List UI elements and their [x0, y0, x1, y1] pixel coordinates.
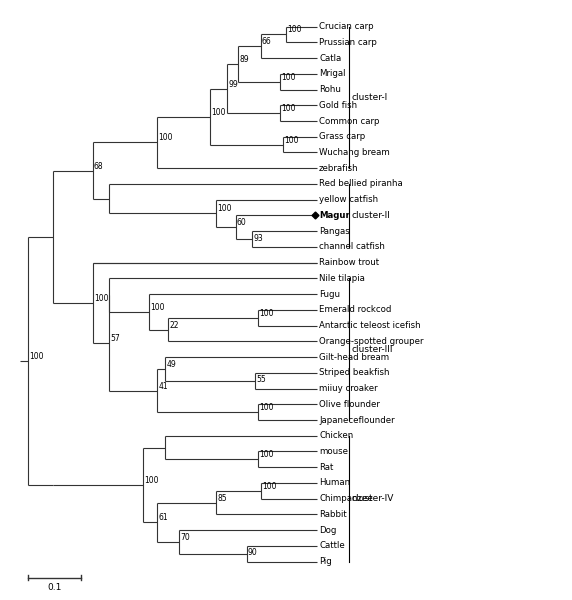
Text: Gilt-head bream: Gilt-head bream: [319, 353, 389, 362]
Text: Emerald rockcod: Emerald rockcod: [319, 305, 391, 314]
Text: Grass carp: Grass carp: [319, 132, 366, 141]
Text: 100: 100: [259, 403, 273, 412]
Text: 55: 55: [256, 375, 266, 384]
Text: 100: 100: [217, 205, 232, 214]
Text: cluster-I: cluster-I: [352, 93, 388, 102]
Text: 61: 61: [158, 514, 168, 523]
Text: Antarctic teleost icefish: Antarctic teleost icefish: [319, 321, 420, 330]
Text: 85: 85: [217, 494, 227, 503]
Text: miiuy croaker: miiuy croaker: [319, 384, 378, 393]
Text: 90: 90: [248, 548, 257, 557]
Text: Magur: Magur: [319, 211, 350, 220]
Text: Japanесeflounder: Japanесeflounder: [319, 416, 395, 425]
Text: Cattle: Cattle: [319, 541, 345, 550]
Text: zebrafish: zebrafish: [319, 164, 359, 173]
Text: channel catfish: channel catfish: [319, 242, 385, 251]
Text: Common carp: Common carp: [319, 116, 380, 125]
Text: Chicken: Chicken: [319, 431, 353, 440]
Text: Red bellied piranha: Red bellied piranha: [319, 179, 403, 188]
Text: Wuchang bream: Wuchang bream: [319, 148, 390, 157]
Text: Orange-spotted grouper: Orange-spotted grouper: [319, 337, 424, 346]
Text: 60: 60: [237, 218, 247, 227]
Text: Gold fish: Gold fish: [319, 101, 357, 110]
Text: 100: 100: [259, 451, 273, 460]
Text: 100: 100: [29, 352, 44, 361]
Text: 0.1: 0.1: [47, 583, 62, 592]
Text: Dog: Dog: [319, 526, 336, 535]
Text: 100: 100: [284, 136, 299, 145]
Text: Prussian carp: Prussian carp: [319, 38, 377, 47]
Text: Nile tilapia: Nile tilapia: [319, 274, 365, 283]
Text: 100: 100: [158, 133, 173, 142]
Text: cluster-II: cluster-II: [352, 211, 391, 220]
Text: Rainbow trout: Rainbow trout: [319, 258, 379, 267]
Text: 100: 100: [94, 294, 108, 303]
Text: cluster-III: cluster-III: [352, 345, 393, 354]
Text: Striped beakfish: Striped beakfish: [319, 368, 390, 377]
Text: cluster-IV: cluster-IV: [352, 494, 394, 503]
Text: 100: 100: [150, 303, 164, 312]
Text: Pig: Pig: [319, 557, 332, 566]
Text: 100: 100: [262, 482, 276, 491]
Text: 66: 66: [262, 37, 272, 46]
Text: 89: 89: [240, 55, 249, 64]
Text: 57: 57: [110, 334, 120, 343]
Text: 99: 99: [228, 80, 238, 89]
Text: yellow catfish: yellow catfish: [319, 195, 378, 204]
Text: 100: 100: [259, 309, 273, 318]
Text: 100: 100: [281, 73, 296, 82]
Text: Olive flounder: Olive flounder: [319, 400, 380, 409]
Text: 100: 100: [144, 476, 158, 485]
Text: Crucian carp: Crucian carp: [319, 22, 374, 31]
Text: 68: 68: [94, 161, 104, 170]
Text: 100: 100: [212, 107, 226, 116]
Text: 22: 22: [169, 320, 179, 329]
Text: Chimpanzee: Chimpanzee: [319, 494, 373, 503]
Text: Catla: Catla: [319, 53, 341, 62]
Text: Mrigal: Mrigal: [319, 69, 345, 78]
Text: 100: 100: [287, 25, 301, 34]
Text: 100: 100: [281, 104, 296, 113]
Text: 41: 41: [158, 382, 168, 391]
Text: Rohu: Rohu: [319, 85, 341, 94]
Text: Rat: Rat: [319, 463, 333, 472]
Text: Pangas: Pangas: [319, 227, 350, 236]
Text: 49: 49: [166, 360, 176, 369]
Text: 93: 93: [253, 234, 263, 243]
Text: Fugu: Fugu: [319, 290, 340, 299]
Text: Human: Human: [319, 478, 350, 487]
Text: mouse: mouse: [319, 447, 348, 456]
Text: 70: 70: [181, 533, 190, 542]
Text: Rabbit: Rabbit: [319, 510, 347, 519]
